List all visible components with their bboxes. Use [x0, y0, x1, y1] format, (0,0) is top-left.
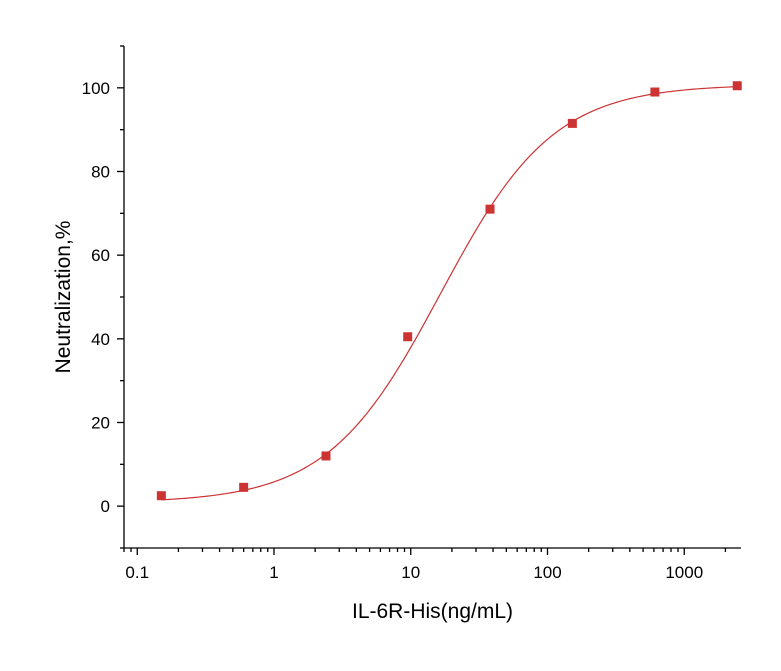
x-tick-label: 100	[533, 563, 561, 582]
plot-area	[156, 81, 742, 501]
x-tick-label: 0.1	[125, 563, 149, 582]
data-point	[485, 204, 495, 214]
data-point	[567, 118, 577, 128]
y-tick-label: 0	[101, 497, 110, 516]
y-tick-label: 100	[82, 79, 110, 98]
data-point	[732, 81, 742, 91]
y-axis-title: Neutralization,%	[52, 221, 75, 374]
x-axis-ticks: 0.1 1 10 100 1000	[123, 548, 727, 582]
data-point	[403, 332, 413, 342]
y-tick-label: 20	[91, 414, 110, 433]
data-points	[156, 81, 742, 501]
y-tick-label: 40	[91, 330, 110, 349]
data-point	[321, 451, 331, 461]
y-axis-ticks: 0 20 40 60 80 100	[82, 45, 124, 549]
y-tick-label: 80	[91, 163, 110, 182]
x-tick-label: 1000	[665, 563, 703, 582]
data-point	[650, 87, 660, 97]
x-axis-title: IL-6R-His(ng/mL)	[352, 600, 513, 623]
x-tick-label: 10	[401, 563, 420, 582]
fit-curve	[161, 86, 738, 501]
y-tick-label: 60	[91, 246, 110, 265]
data-point	[156, 491, 166, 501]
data-point	[239, 482, 249, 492]
x-tick-label: 1	[269, 563, 278, 582]
